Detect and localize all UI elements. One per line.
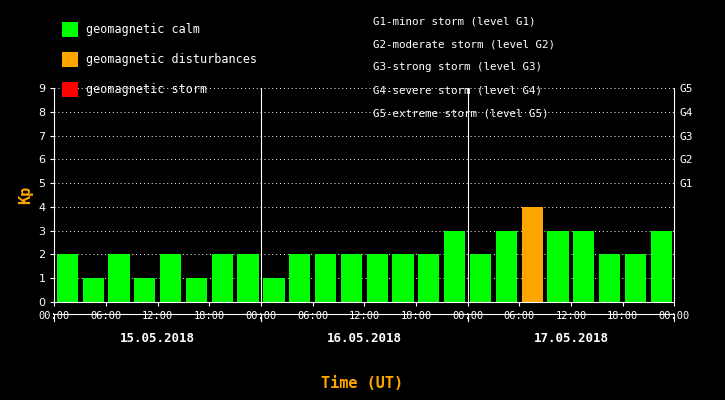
- Text: 15.05.2018: 15.05.2018: [120, 332, 195, 344]
- Bar: [289, 254, 310, 302]
- Bar: [186, 278, 207, 302]
- Bar: [444, 231, 465, 302]
- Y-axis label: Kp: Kp: [17, 186, 33, 204]
- Bar: [341, 254, 362, 302]
- Bar: [160, 254, 181, 302]
- Bar: [212, 254, 233, 302]
- Text: 16.05.2018: 16.05.2018: [327, 332, 402, 344]
- Bar: [263, 278, 284, 302]
- Bar: [651, 231, 672, 302]
- Text: Time (UT): Time (UT): [321, 376, 404, 392]
- Bar: [625, 254, 646, 302]
- Bar: [315, 254, 336, 302]
- Bar: [418, 254, 439, 302]
- Text: geomagnetic calm: geomagnetic calm: [86, 23, 200, 36]
- Bar: [521, 207, 543, 302]
- Bar: [57, 254, 78, 302]
- Bar: [83, 278, 104, 302]
- Text: geomagnetic disturbances: geomagnetic disturbances: [86, 53, 257, 66]
- Text: G5-extreme storm (level G5): G5-extreme storm (level G5): [373, 109, 549, 119]
- Text: geomagnetic storm: geomagnetic storm: [86, 83, 207, 96]
- Bar: [134, 278, 155, 302]
- Bar: [573, 231, 594, 302]
- Text: G4-severe storm (level G4): G4-severe storm (level G4): [373, 86, 542, 96]
- Bar: [470, 254, 491, 302]
- Bar: [392, 254, 414, 302]
- Text: G3-strong storm (level G3): G3-strong storm (level G3): [373, 62, 542, 72]
- Bar: [496, 231, 517, 302]
- Bar: [108, 254, 130, 302]
- Bar: [599, 254, 621, 302]
- Bar: [367, 254, 388, 302]
- Text: G2-moderate storm (level G2): G2-moderate storm (level G2): [373, 39, 555, 49]
- Text: G1-minor storm (level G1): G1-minor storm (level G1): [373, 16, 536, 26]
- Text: 17.05.2018: 17.05.2018: [534, 332, 608, 344]
- Bar: [547, 231, 568, 302]
- Bar: [238, 254, 259, 302]
